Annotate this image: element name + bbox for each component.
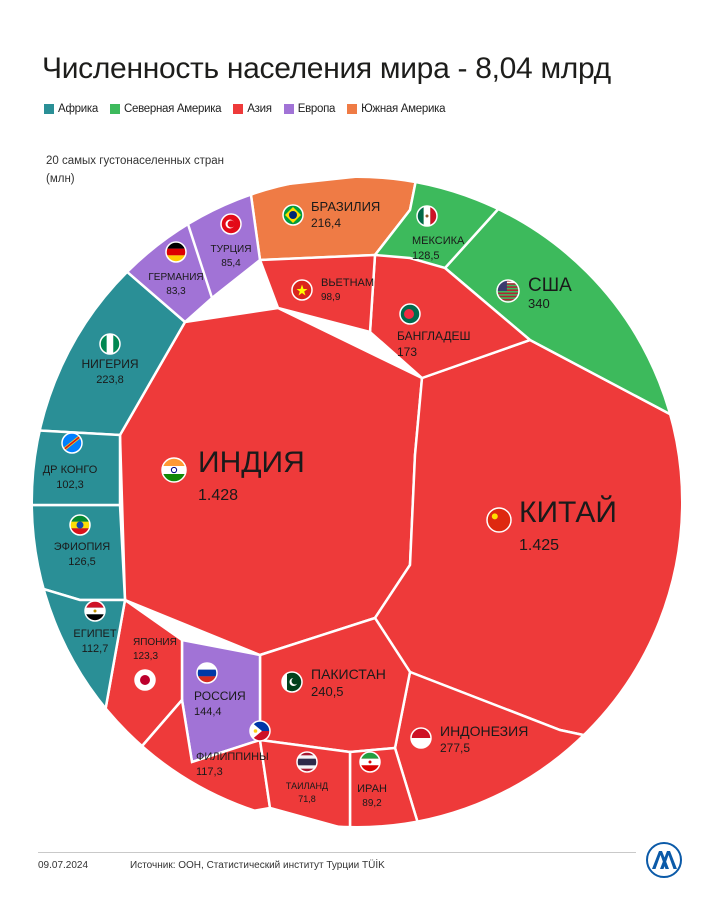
country-value: 223,8 bbox=[96, 374, 124, 386]
legend-item-africa: Африка bbox=[44, 103, 98, 115]
country-label: ИНДИЯ bbox=[198, 446, 305, 479]
russia-flag-icon bbox=[196, 662, 218, 684]
page-title: Численность населения мира - 8,04 млрд bbox=[42, 52, 611, 85]
country-value: 112,7 bbox=[82, 643, 109, 655]
country-label: ТУРЦИЯ bbox=[211, 244, 252, 255]
legend-swatch bbox=[44, 104, 54, 114]
footer-divider bbox=[38, 852, 636, 853]
cell-vietnam bbox=[258, 253, 377, 334]
legend-swatch bbox=[283, 104, 294, 114]
iran-flag-icon bbox=[359, 751, 381, 773]
brazil-flag-icon bbox=[282, 204, 304, 226]
country-value: 98,9 bbox=[321, 292, 341, 303]
chart-subtitle: 20 самых густонаселенных стран (млн) bbox=[46, 152, 266, 188]
cell-thailand bbox=[258, 738, 352, 827]
philippines-flag-icon bbox=[249, 720, 271, 742]
legend-label: Африка bbox=[58, 103, 98, 115]
publication-date: 09.07.2024 bbox=[38, 860, 89, 871]
country-label: НИГЕРИЯ bbox=[81, 357, 138, 371]
legend: Африка Северная Америка Азия Европа Южна… bbox=[44, 103, 445, 115]
country-value: 216,4 bbox=[311, 216, 341, 230]
country-label: РОССИЯ bbox=[194, 689, 246, 703]
legend-label: Европа bbox=[297, 103, 336, 115]
bangladesh-flag-icon bbox=[399, 303, 421, 325]
country-value: 128,5 bbox=[412, 250, 440, 262]
country-value: 340 bbox=[528, 296, 550, 311]
aa-logo-icon bbox=[646, 842, 682, 878]
cell-egypt bbox=[32, 583, 127, 762]
country-label: ДР КОНГО bbox=[43, 464, 98, 476]
country-label: ЕГИПЕТ bbox=[73, 628, 116, 640]
thailand-flag-icon bbox=[296, 751, 318, 773]
country-value: 85,4 bbox=[221, 258, 241, 269]
country-label: США bbox=[528, 275, 572, 296]
legend-swatch bbox=[109, 104, 120, 114]
india-flag-icon bbox=[161, 457, 187, 483]
pakistan-flag-icon bbox=[281, 671, 303, 693]
country-value: 240,5 bbox=[311, 684, 344, 699]
legend-item-asia: Азия bbox=[233, 103, 272, 115]
country-value: 1.425 bbox=[519, 537, 559, 554]
country-label: ИНДОНЕЗИЯ bbox=[440, 723, 528, 739]
cell-drcongo bbox=[32, 428, 122, 507]
country-value: 126,5 bbox=[68, 556, 96, 568]
country-label: МЕКСИКА bbox=[412, 235, 465, 247]
mexico-flag-icon bbox=[416, 205, 438, 227]
country-label: ПАКИСТАН bbox=[311, 666, 386, 682]
legend-item-north-america: Северная Америка bbox=[109, 103, 222, 115]
country-value: 102,3 bbox=[56, 479, 84, 491]
germany-flag-icon bbox=[165, 241, 187, 263]
country-label: ИРАН bbox=[357, 783, 387, 795]
country-label: КИТАЙ bbox=[519, 495, 617, 529]
country-value: 1.428 bbox=[198, 487, 238, 504]
country-value: 89,2 bbox=[362, 798, 382, 809]
turkey-flag-icon bbox=[220, 213, 242, 235]
country-label: БРАЗИЛИЯ bbox=[311, 199, 380, 214]
japan-flag-icon bbox=[134, 669, 156, 691]
usa-flag-icon bbox=[496, 279, 520, 303]
subtitle-line-2: (млн) bbox=[46, 173, 75, 185]
country-value: 117,3 bbox=[196, 766, 223, 778]
vietnam-flag-icon bbox=[291, 279, 313, 301]
legend-item-europe: Европа bbox=[283, 103, 336, 115]
drcongo-flag-icon bbox=[61, 432, 83, 454]
legend-label: Азия bbox=[247, 103, 272, 115]
legend-item-south-america: Южная Америка bbox=[347, 103, 445, 115]
country-label: ГЕРМАНИЯ bbox=[148, 272, 203, 283]
nigeria-flag-icon bbox=[99, 333, 121, 355]
legend-label: Южная Америка bbox=[361, 103, 446, 115]
country-value: 277,5 bbox=[440, 741, 470, 755]
source-credit: Источник: ООН, Статистический институт Т… bbox=[130, 860, 385, 871]
chart-outline bbox=[31, 176, 683, 828]
subtitle-line-1: 20 самых густонаселенных стран bbox=[46, 155, 225, 167]
legend-swatch bbox=[233, 104, 244, 114]
egypt-flag-icon bbox=[84, 600, 106, 622]
ethiopia-flag-icon bbox=[69, 514, 91, 536]
country-value: 123,3 bbox=[133, 651, 158, 662]
country-label: ЭФИОПИЯ bbox=[54, 541, 111, 553]
country-value: 144,4 bbox=[194, 706, 222, 718]
country-label: ТАИЛАНД bbox=[286, 781, 328, 791]
country-label: ЯПОНИЯ bbox=[133, 637, 177, 648]
country-value: 173 bbox=[397, 345, 417, 359]
legend-label: Северная Америка bbox=[123, 103, 222, 115]
cell-india bbox=[118, 306, 424, 657]
country-label: ФИЛИППИНЫ bbox=[196, 751, 269, 763]
country-label: ВЬЕТНАМ bbox=[321, 277, 374, 289]
china-flag-icon bbox=[486, 507, 512, 533]
legend-swatch bbox=[347, 104, 358, 114]
country-value: 71,8 bbox=[298, 794, 316, 804]
indonesia-flag-icon bbox=[410, 727, 432, 749]
country-label: БАНГЛАДЕШ bbox=[397, 329, 471, 343]
country-value: 83,3 bbox=[166, 286, 186, 297]
